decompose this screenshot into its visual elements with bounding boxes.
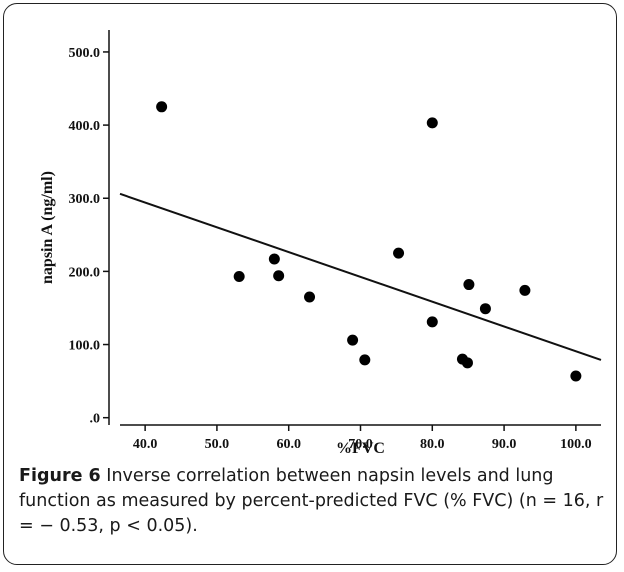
caption-text: Inverse correlation between napsin level… — [19, 466, 604, 536]
data-point — [359, 354, 371, 366]
x-tick-label: 50.0 — [205, 437, 230, 452]
data-points — [156, 101, 582, 382]
x-tick-label: 60.0 — [276, 437, 301, 452]
x-tick-label: 70.0 — [348, 437, 373, 452]
data-point — [347, 334, 359, 346]
y-axis-label: napsin A (ng/ml) — [39, 171, 56, 284]
scatter-chart: .0 100.0 200.0 300.0 400.0 500.0 40.0 50.0 60.0 7… — [39, 30, 602, 457]
y-tick-label: 500.0 — [69, 46, 101, 61]
data-point — [479, 303, 491, 315]
data-point — [519, 284, 531, 296]
axes: .0 100.0 200.0 300.0 400.0 500.0 40.0 50.0 60.0 7… — [69, 30, 601, 452]
x-axis-label: %FVC — [336, 440, 385, 457]
x-tick-label: 40.0 — [133, 437, 158, 452]
y-tick-label: 400.0 — [69, 119, 101, 134]
regression-line — [119, 192, 602, 361]
y-tick-label: 200.0 — [69, 265, 101, 280]
data-point — [461, 357, 473, 369]
figure-caption: Figure 6 Inverse correlation between nap… — [19, 464, 609, 539]
y-tick-label: 300.0 — [69, 192, 101, 207]
figure-card — [3, 3, 617, 565]
data-point — [393, 247, 405, 259]
figure-label: Figure 6 — [19, 466, 101, 486]
data-point — [273, 270, 285, 282]
regression-line-layer — [119, 192, 602, 361]
data-point — [268, 253, 280, 265]
y-tick-label: .0 — [90, 412, 101, 427]
data-point — [426, 117, 438, 129]
data-point — [156, 101, 168, 113]
data-point — [463, 279, 475, 291]
x-tick-label: 80.0 — [420, 437, 445, 452]
data-point — [570, 370, 582, 382]
data-point — [304, 291, 316, 303]
x-tick-label: 100.0 — [560, 437, 592, 452]
data-point — [426, 316, 438, 328]
data-point — [233, 271, 245, 283]
y-tick-label: 100.0 — [69, 339, 101, 354]
x-tick-label: 90.0 — [492, 437, 517, 452]
